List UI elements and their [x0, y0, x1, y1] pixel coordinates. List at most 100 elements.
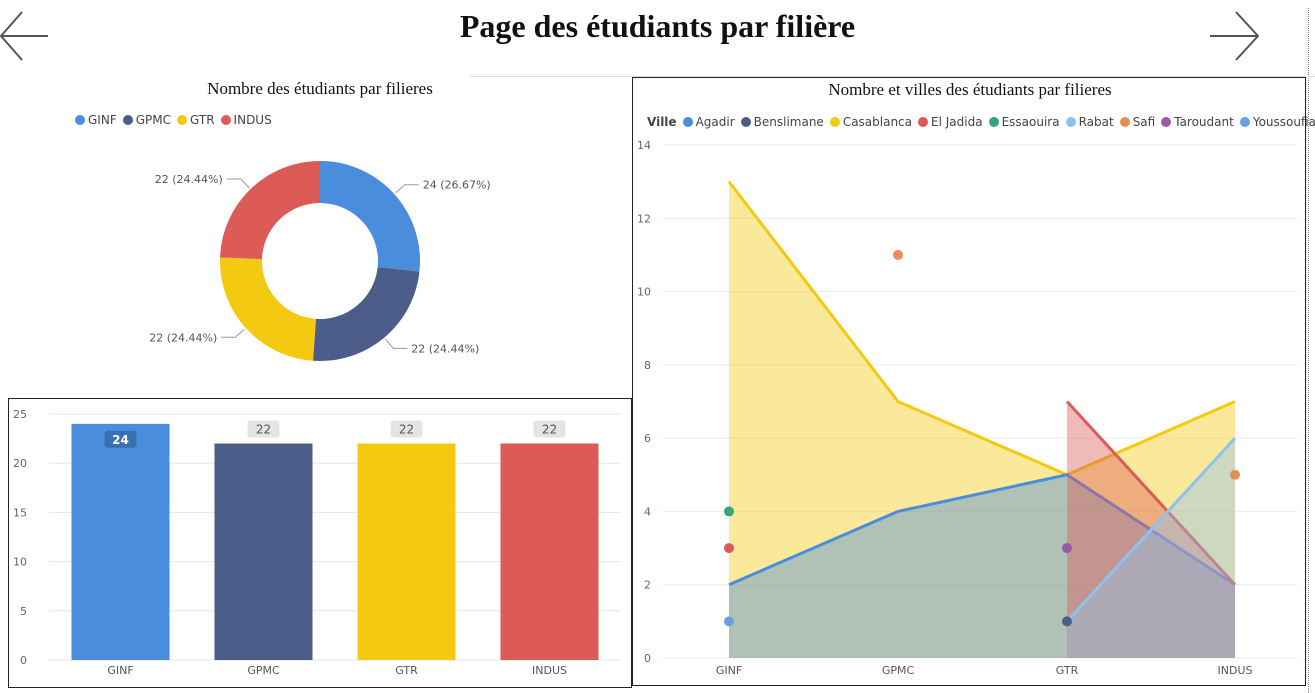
legend-item-agadir[interactable]: Agadir	[682, 115, 735, 129]
data-label-badge	[533, 420, 566, 438]
point-taroudant[interactable]	[1062, 543, 1072, 554]
y-tick-label: 2	[644, 579, 651, 592]
bar-chart-visual[interactable]: 0 5 10 15 20 25 24 GINF 22 GPMC 22 GTR 22 INDUS	[8, 398, 632, 688]
point-essaouira[interactable]	[724, 506, 734, 517]
legend-label: Benslimane	[753, 115, 824, 129]
x-tick-label: GPMC	[247, 664, 280, 677]
y-tick-label: 4	[644, 505, 651, 518]
line-rabat[interactable]	[1065, 437, 1237, 623]
legend-item-benslimane[interactable]: Benslimane	[740, 115, 824, 129]
bar-indus[interactable]	[500, 443, 599, 660]
legend-marker	[177, 115, 187, 125]
point-safi[interactable]	[1230, 469, 1240, 480]
y-tick-label: 0	[20, 654, 27, 667]
donut-chart: 24 (26.67%) 22 (24.44%) 22 (24.44%) 22 (24.…	[149, 161, 491, 361]
legend-item-el-jadida[interactable]: El Jadida	[918, 115, 983, 129]
back-button[interactable]	[0, 8, 50, 68]
page-border	[1308, 8, 1309, 693]
point-el-jadida[interactable]	[724, 543, 734, 554]
area-chart-legend: Ville Agadir Benslimane Casablanca El Jadida…	[647, 115, 1315, 129]
legend-marker	[1161, 117, 1172, 127]
legend-marker	[75, 115, 85, 125]
legend-item-safi[interactable]: Safi	[1119, 115, 1155, 129]
donut-leader-line	[221, 328, 245, 338]
bar-ginf[interactable]	[71, 423, 170, 660]
x-tick-label: GTR	[1056, 664, 1079, 677]
data-label-badge	[390, 420, 423, 438]
donut-leader-line	[226, 178, 250, 188]
donut-data-label: 22 (24.44%)	[411, 342, 479, 355]
legend-item-youssoufia[interactable]: Youssoufia	[1239, 115, 1315, 129]
donut-data-label: 24 (26.67%)	[423, 179, 491, 192]
area-casablanca	[729, 181, 1235, 658]
legend-label: INDUS	[233, 113, 272, 127]
donut-leader-line	[395, 184, 419, 194]
legend-marker	[220, 115, 231, 125]
x-tick-label: GPMC	[882, 664, 915, 677]
legend-item-casablanca[interactable]: Casablanca	[829, 115, 913, 129]
y-tick-label: 20	[13, 457, 27, 470]
legend-item-indus[interactable]: INDUS	[220, 113, 272, 127]
area-chart-title: Nombre et villes des étudiants par filie…	[828, 80, 1112, 99]
legend-marker	[988, 117, 999, 127]
legend-label: GTR	[190, 113, 215, 127]
x-tick-label: INDUS	[1218, 664, 1253, 677]
legend-item-gtr[interactable]: GTR	[177, 113, 215, 127]
legend-label: GINF	[88, 113, 117, 127]
point-benslimane[interactable]	[1062, 616, 1072, 627]
point-safi[interactable]	[893, 249, 903, 260]
donut-slice-gtr[interactable]	[219, 257, 316, 361]
legend-marker	[1239, 117, 1250, 127]
bar-data-label: 22	[256, 423, 271, 437]
legend-marker	[918, 117, 929, 127]
legend-item-essaouira[interactable]: Essaouira	[988, 115, 1060, 129]
legend-label: Essaouira	[1001, 115, 1060, 129]
y-tick-label: 10	[637, 286, 651, 299]
legend-item-taroudant[interactable]: Taroudant	[1161, 115, 1234, 129]
legend-label: Rabat	[1078, 115, 1114, 129]
legend-label: El Jadida	[931, 115, 983, 129]
legend-item-rabat[interactable]: Rabat	[1065, 115, 1114, 129]
y-tick-label: 15	[13, 506, 27, 519]
x-tick-label: INDUS	[532, 664, 567, 677]
legend-label: Taroudant	[1174, 115, 1234, 129]
y-tick-label: 0	[644, 652, 651, 665]
x-tick-label: GINF	[716, 664, 742, 677]
point-youssoufia[interactable]	[724, 616, 734, 627]
donut-chart-title: Nombre des étudiants par filieres	[207, 79, 433, 98]
legend-item-gpmc[interactable]: GPMC	[122, 113, 171, 127]
x-tick-label: GTR	[395, 664, 418, 677]
bar-data-label: 22	[542, 423, 557, 437]
bar-data-label: 24	[112, 433, 129, 447]
divider	[470, 76, 1315, 77]
legend-title: Ville	[647, 115, 677, 129]
data-label-badge	[247, 420, 280, 438]
legend-marker	[829, 117, 840, 127]
y-tick-label: 6	[644, 432, 651, 445]
area-chart-visual[interactable]: Nombre et villes des étudiants par filie…	[632, 77, 1315, 686]
line-el-jadida[interactable]	[1065, 400, 1237, 586]
area-chart: 0 2 4 6 8 10 12 14 GINF GPMC GTR INDUS	[637, 139, 1297, 677]
bar-gtr[interactable]	[357, 443, 456, 660]
donut-data-label: 22 (24.44%)	[149, 331, 217, 344]
next-button[interactable]	[1208, 8, 1262, 68]
donut-slice-ginf[interactable]	[320, 161, 420, 272]
y-tick-label: 14	[637, 139, 651, 152]
bar-chart: 0 5 10 15 20 25 24 GINF 22 GPMC 22 GTR 22 INDUS	[13, 408, 621, 677]
legend-label: GPMC	[135, 113, 171, 127]
bar-gpmc[interactable]	[214, 443, 313, 660]
legend-marker	[740, 117, 751, 127]
donut-slice-indus[interactable]	[220, 161, 320, 259]
legend-item-ginf[interactable]: GINF	[75, 113, 117, 127]
y-tick-label: 10	[13, 556, 27, 569]
y-tick-label: 8	[644, 359, 651, 372]
line-casablanca[interactable]	[727, 180, 1236, 477]
y-tick-label: 5	[20, 605, 27, 618]
arrow-left-icon	[0, 11, 48, 61]
donut-chart-legend: GINF GPMC GTR INDUS	[75, 113, 278, 127]
legend-label: Agadir	[695, 115, 735, 129]
donut-data-label: 22 (24.44%)	[155, 173, 223, 186]
legend-marker	[682, 117, 693, 127]
legend-label: Casablanca	[842, 115, 913, 129]
donut-slice-gpmc[interactable]	[313, 267, 420, 361]
